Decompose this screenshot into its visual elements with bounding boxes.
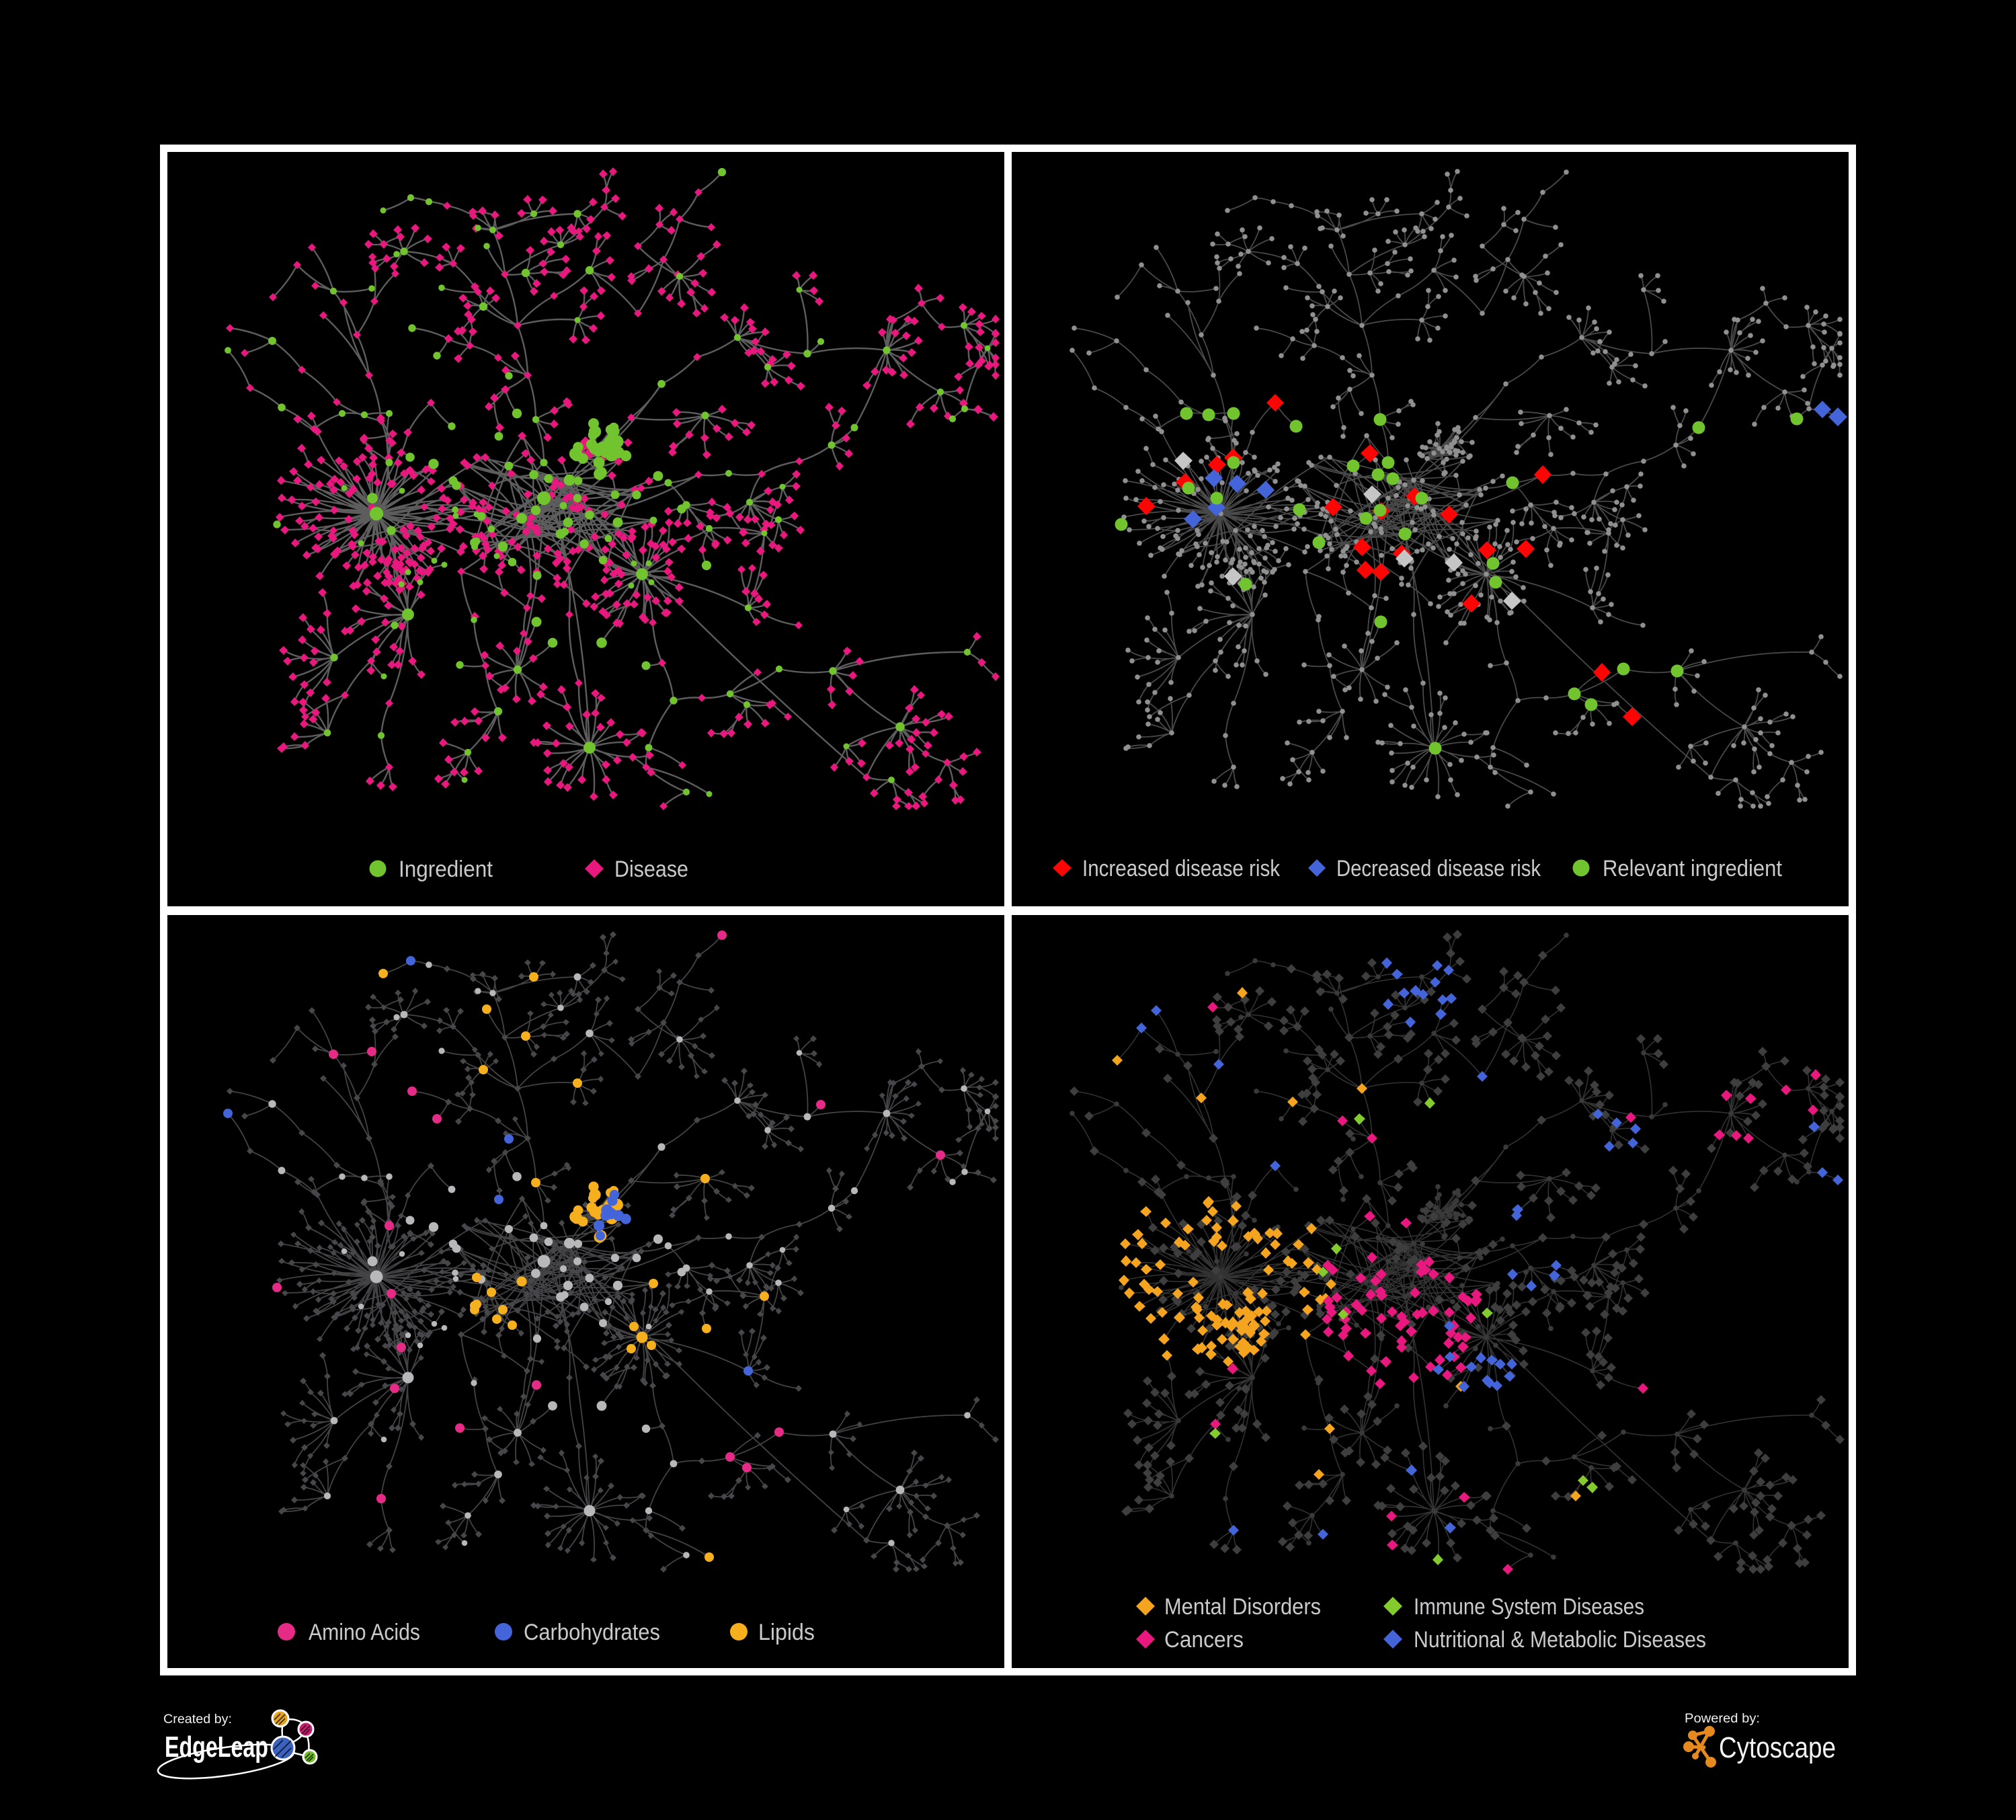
svg-text:Cancers: Cancers	[1164, 1627, 1244, 1653]
svg-text:Decreased disease risk: Decreased disease risk	[1336, 856, 1541, 881]
svg-text:Nutritional & Metabolic Diseas: Nutritional & Metabolic Diseases	[1414, 1627, 1706, 1653]
svg-text:Amino Acids: Amino Acids	[309, 1620, 420, 1645]
svg-text:Cytoscape: Cytoscape	[1719, 1731, 1836, 1764]
svg-text:Powered by:: Powered by:	[1685, 1712, 1760, 1726]
svg-text:Disease: Disease	[614, 857, 688, 882]
svg-text:Created by:: Created by:	[163, 1712, 232, 1727]
svg-text:Lipids: Lipids	[758, 1620, 815, 1645]
svg-text:Relevant ingredient: Relevant ingredient	[1603, 856, 1783, 881]
svg-text:Carbohydrates: Carbohydrates	[524, 1620, 660, 1645]
svg-text:Mental Disorders: Mental Disorders	[1164, 1594, 1321, 1620]
svg-text:Ingredient: Ingredient	[399, 857, 493, 882]
svg-text:EdgeLeap: EdgeLeap	[165, 1731, 268, 1764]
svg-text:Immune System Diseases: Immune System Diseases	[1414, 1594, 1644, 1620]
svg-text:Increased disease risk: Increased disease risk	[1082, 856, 1281, 881]
